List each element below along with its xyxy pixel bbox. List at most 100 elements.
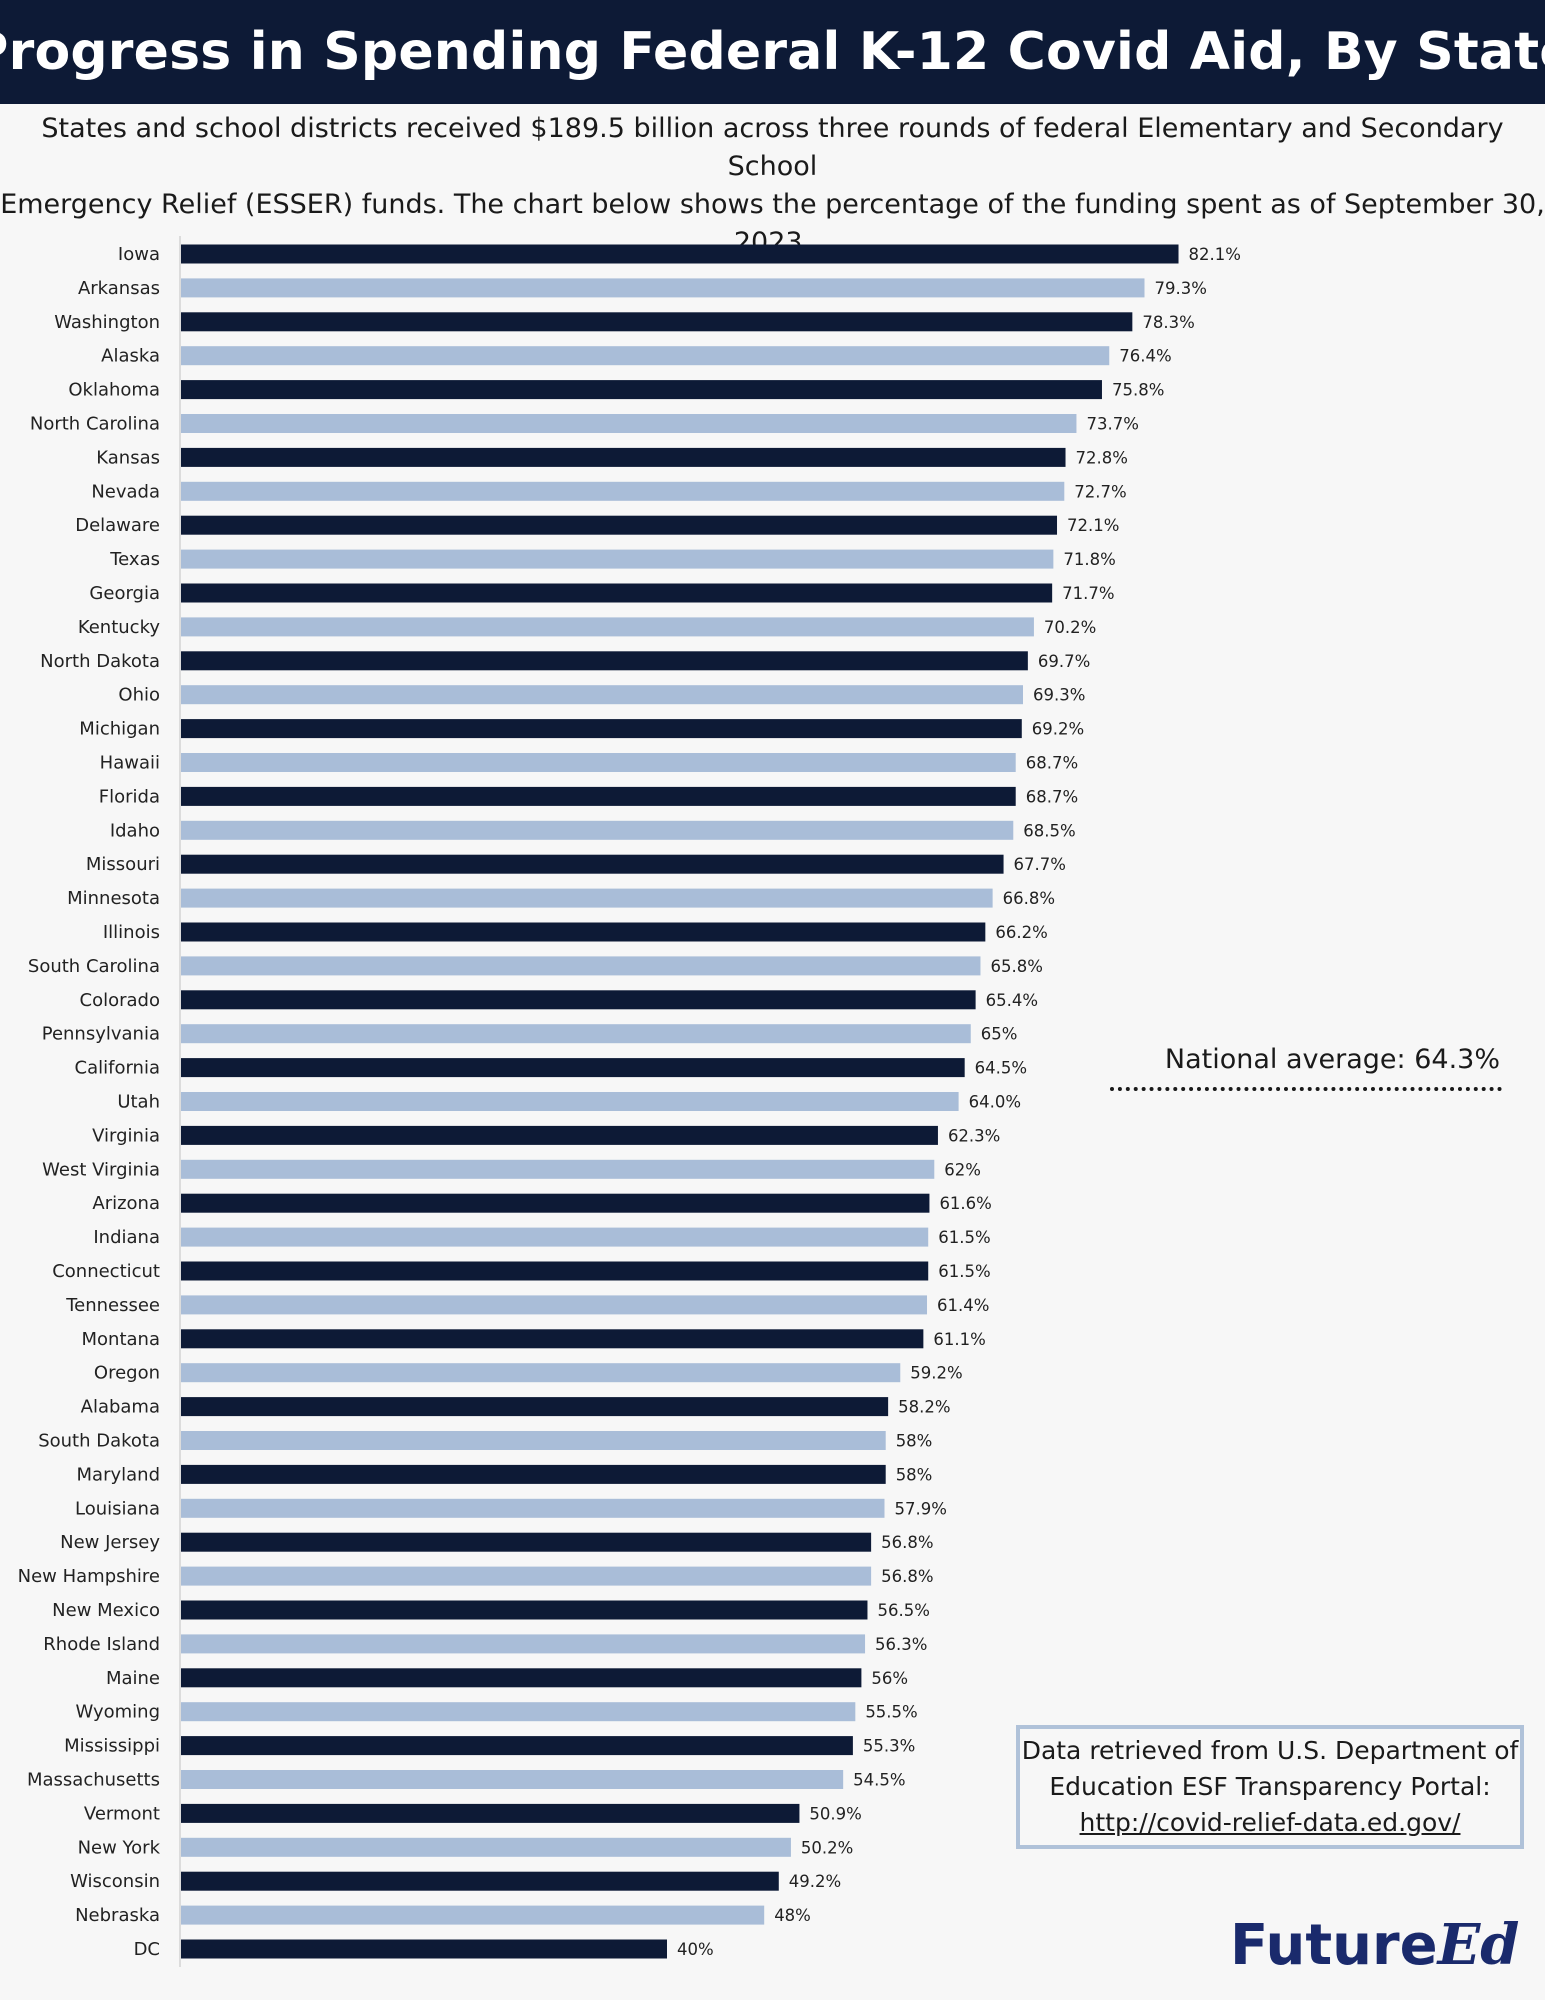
bar — [181, 617, 1034, 637]
data-label: 82.1% — [1189, 245, 1241, 264]
data-label: 65% — [981, 1025, 1018, 1044]
data-label: 40% — [677, 1940, 714, 1959]
bar — [181, 1837, 791, 1857]
data-label: 71.8% — [1063, 550, 1115, 569]
data-label: 69.3% — [1033, 686, 1085, 705]
bar — [181, 380, 1102, 400]
category-label: Nebraska — [75, 1905, 160, 1926]
data-label: 61.6% — [939, 1194, 991, 1213]
category-label: New Mexico — [52, 1600, 160, 1621]
data-label: 75.8% — [1112, 381, 1164, 400]
bar — [181, 1702, 856, 1722]
bar — [181, 1193, 930, 1213]
bar — [181, 753, 1016, 772]
category-label: Tennessee — [65, 1295, 160, 1316]
bar — [181, 346, 1110, 366]
category-label: Maine — [106, 1668, 160, 1689]
category-label: Nevada — [91, 481, 160, 502]
data-label: 72.7% — [1074, 482, 1126, 501]
bar — [181, 719, 1022, 739]
category-label: South Carolina — [28, 956, 160, 977]
data-label: 69.7% — [1038, 652, 1090, 671]
subtitle: States and school districts received $18… — [0, 110, 1545, 262]
category-label: Arkansas — [78, 278, 160, 299]
bar — [181, 956, 981, 976]
data-label: 71.7% — [1062, 584, 1114, 603]
data-label: 62.3% — [948, 1126, 1000, 1145]
data-label: 56.8% — [881, 1567, 933, 1586]
data-label: 65.8% — [990, 957, 1042, 976]
data-label: 61.5% — [938, 1228, 990, 1247]
category-label: Ohio — [118, 685, 160, 706]
futureed-logo: FutureEd — [1230, 1912, 1530, 1982]
bar — [181, 1770, 844, 1789]
bar — [181, 1905, 765, 1925]
logo-part-future: Future — [1230, 1913, 1438, 1978]
bar — [181, 786, 1016, 806]
data-label: 54.5% — [853, 1771, 905, 1790]
data-label: 65.4% — [986, 991, 1038, 1010]
bar — [181, 1058, 965, 1078]
bar — [181, 1329, 924, 1349]
bar — [181, 1532, 872, 1552]
category-label: Arizona — [92, 1193, 160, 1214]
bar — [181, 1736, 853, 1756]
category-label: Mississippi — [64, 1736, 160, 1757]
data-label: 66.8% — [1003, 889, 1055, 908]
category-label: New York — [78, 1837, 161, 1858]
data-label: 55.5% — [865, 1703, 917, 1722]
source-line-1: Data retrieved from U.S. Department of — [1021, 1736, 1519, 1765]
subtitle-line-1: States and school districts received $18… — [41, 113, 1504, 182]
data-label: 56.8% — [881, 1533, 933, 1552]
category-label: Virginia — [92, 1125, 160, 1146]
data-label: 68.7% — [1026, 787, 1078, 806]
category-label: Colorado — [80, 990, 160, 1011]
data-label: 58% — [896, 1432, 933, 1451]
bar — [181, 1498, 885, 1518]
bar — [181, 414, 1077, 433]
bar — [181, 1566, 872, 1586]
data-label: 49.2% — [789, 1872, 841, 1891]
category-label: North Carolina — [30, 414, 160, 435]
category-label: Alabama — [81, 1397, 160, 1418]
national-average-label: National average: 64.3% — [1164, 1044, 1500, 1075]
category-label: Florida — [99, 786, 160, 807]
category-label: Missouri — [86, 854, 160, 875]
bar — [181, 1363, 901, 1383]
page-title: Progress in Spending Federal K-12 Covid … — [0, 22, 1545, 82]
data-label: 48% — [774, 1906, 811, 1925]
category-label: Kansas — [96, 447, 160, 468]
category-label: Montana — [82, 1329, 160, 1350]
category-label: Oklahoma — [68, 380, 160, 401]
bar — [181, 651, 1028, 671]
bar — [181, 583, 1053, 603]
bar — [181, 1024, 971, 1044]
data-label: 68.7% — [1026, 754, 1078, 773]
category-label: Massachusetts — [27, 1770, 160, 1791]
category-label: Delaware — [75, 515, 160, 536]
category-label: California — [75, 1058, 160, 1079]
data-label: 67.7% — [1014, 855, 1066, 874]
logo-part-ed: Ed — [1437, 1912, 1520, 1978]
category-label: Washington — [54, 312, 160, 333]
data-label: 59.2% — [910, 1364, 962, 1383]
data-label: 73.7% — [1086, 415, 1138, 434]
category-label: New Jersey — [60, 1532, 160, 1553]
category-label: Connecticut — [52, 1261, 160, 1282]
subtitle-line-2: Emergency Relief (ESSER) funds. The char… — [0, 189, 1545, 258]
data-label: 76.4% — [1119, 347, 1171, 366]
data-label: 62% — [944, 1160, 981, 1179]
source-link[interactable]: http://covid-relief-data.ed.gov/ — [1079, 1808, 1461, 1837]
bar — [181, 1600, 868, 1620]
category-label: Minnesota — [67, 888, 160, 909]
source-line-2: Education ESF Transparency Portal: — [1049, 1772, 1491, 1801]
bar — [181, 1803, 800, 1823]
data-label: 69.2% — [1032, 720, 1084, 739]
category-label: West Virginia — [42, 1159, 160, 1180]
bar — [181, 1464, 886, 1484]
category-label: Louisiana — [75, 1498, 160, 1519]
bar — [181, 1634, 866, 1654]
data-label: 78.3% — [1142, 313, 1194, 332]
data-label: 68.5% — [1023, 821, 1075, 840]
